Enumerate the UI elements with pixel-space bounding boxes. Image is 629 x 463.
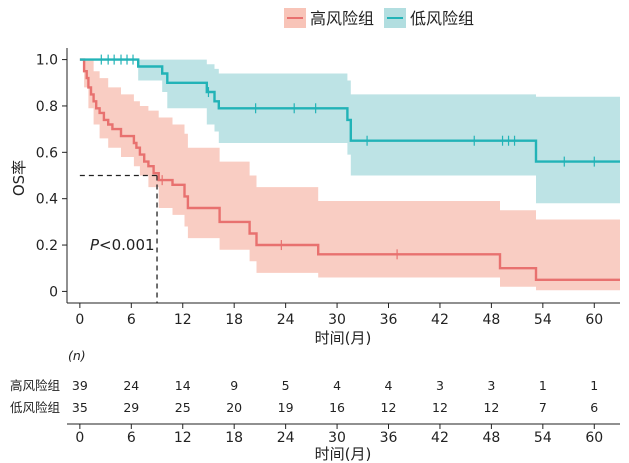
x-axis-ticks: 0 6 12 18 24 30 36 42 48 54 60 [75,303,603,328]
x-tick-label-0: 0 [75,312,84,328]
risk-x-tick-label-5: 30 [328,430,346,446]
x-tick-label-9: 54 [534,312,552,328]
risk-value-0-8: 3 [487,378,495,393]
risk-value-1-9: 7 [539,400,547,415]
risk-value-0-1: 24 [123,378,139,393]
p-value-text: <0.001 [99,236,155,254]
risk-x-tick-label-1: 6 [127,430,136,446]
survival-curve-low [79,58,620,163]
y-tick-label-1: 0.2 [36,238,58,254]
legend-item-low: 低风险组 [384,8,474,28]
survival-curves [79,58,620,281]
risk-row-label-high: 高风险组 [10,378,60,393]
confidence-bands [79,59,620,291]
risk-x-tick-label-10: 60 [585,430,603,446]
y-tick-label-3: 0.6 [36,145,58,161]
risk-x-tick-label-6: 36 [380,430,398,446]
y-axis-title: OS率 [10,160,28,196]
risk-x-tick-label-9: 54 [534,430,552,446]
risk-value-0-7: 3 [436,378,444,393]
risk-x-tick-label-0: 0 [75,430,84,446]
risk-x-tick-label-3: 18 [225,430,243,446]
risk-row-label-low: 低风险组 [10,400,60,415]
risk-value-0-4: 5 [282,378,290,393]
y-axis-ticks: 0 0.2 0.4 0.6 0.8 1.0 [36,53,67,300]
legend-label-low: 低风险组 [410,9,474,28]
x-tick-label-2: 12 [174,312,192,328]
risk-table-values: 39 24 14 9 5 4 4 3 3 1 1 35 29 25 20 19 16 12 12 12 7 6 [72,378,598,415]
risk-value-0-9: 1 [539,378,547,393]
y-tick-label-5: 1.0 [36,53,58,69]
legend: 高风险组 低风险组 [284,8,474,28]
x-tick-label-7: 42 [431,312,449,328]
censor-marks [100,54,595,260]
y-tick-label-4: 0.8 [36,99,58,115]
x-axis-title: 时间(月) [315,329,372,347]
risk-x-tick-label-2: 12 [174,430,192,446]
risk-value-1-10: 6 [590,400,598,415]
confidence-band-high [79,59,620,291]
y-tick-label-0: 0 [49,284,58,300]
risk-x-tick-label-4: 24 [277,430,295,446]
risk-value-0-10: 1 [590,378,598,393]
y-tick-label-2: 0.4 [36,192,58,208]
x-tick-label-1: 6 [127,312,136,328]
x-tick-label-6: 36 [380,312,398,328]
risk-value-0-0: 39 [72,378,88,393]
risk-value-1-5: 16 [329,400,345,415]
legend-label-high: 高风险组 [310,9,374,28]
risk-value-0-3: 9 [230,378,238,393]
risk-value-1-0: 35 [72,400,88,415]
risk-x-tick-label-8: 48 [482,430,500,446]
median-reference-lines [79,174,158,303]
risk-value-1-7: 12 [432,400,448,415]
risk-value-1-2: 25 [175,400,191,415]
risk-table-header: (n) [68,348,86,363]
legend-item-high: 高风险组 [284,8,374,28]
x-tick-label-3: 18 [225,312,243,328]
survival-curve-high [79,58,620,281]
risk-value-0-5: 4 [333,378,341,393]
risk-x-axis-title: 时间(月) [315,445,372,463]
risk-x-axis-ticks: 0 6 12 18 24 30 36 42 48 54 60 [75,424,603,446]
x-tick-label-5: 30 [328,312,346,328]
risk-x-tick-label-7: 42 [431,430,449,446]
p-value: P<0.001 [90,236,155,254]
x-tick-label-10: 60 [585,312,603,328]
x-tick-label-4: 24 [277,312,295,328]
risk-value-1-1: 29 [123,400,139,415]
risk-value-1-3: 20 [226,400,242,415]
risk-value-1-4: 19 [278,400,294,415]
risk-table: (n) 高风险组 低风险组 39 24 14 9 5 4 4 3 3 1 135 29 25 20 19 16… [10,348,620,463]
p-value-symbol: P [90,236,100,254]
risk-value-1-6: 12 [381,400,397,415]
risk-value-0-6: 4 [385,378,393,393]
risk-value-1-8: 12 [483,400,499,415]
x-tick-label-8: 48 [482,312,500,328]
risk-value-0-2: 14 [175,378,191,393]
